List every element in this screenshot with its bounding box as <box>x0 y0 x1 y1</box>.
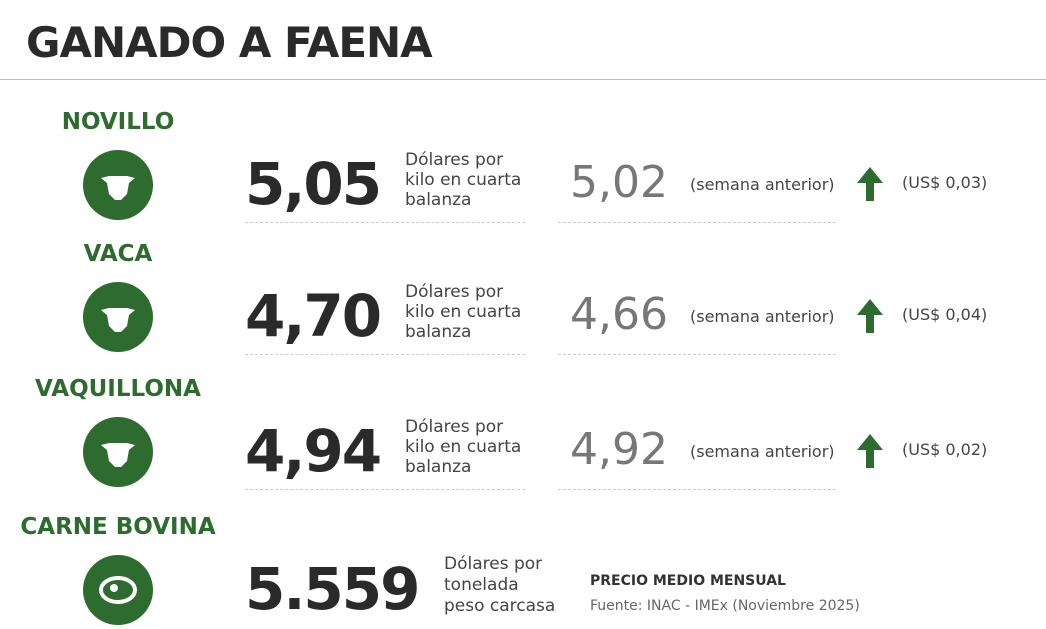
icon <box>83 282 153 352</box>
icon <box>83 150 153 220</box>
change: (US$ 0,02) <box>902 440 988 459</box>
icon <box>83 417 153 487</box>
category-label: CARNE BOVINA <box>20 514 216 540</box>
separator <box>558 354 836 355</box>
unit-text: Dólares por <box>405 417 504 437</box>
unit-text: kilo en cuarta <box>405 302 522 322</box>
previous-note: (semana anterior) <box>690 442 835 461</box>
unit-text: tonelada <box>444 575 519 595</box>
category-label: NOVILLO <box>61 109 175 135</box>
previous-note: (semana anterior) <box>690 175 835 194</box>
category-label: VACA <box>83 241 153 267</box>
separator <box>558 222 836 223</box>
previous-note: (semana anterior) <box>690 307 835 326</box>
separator <box>245 489 525 490</box>
unit-text: Dólares por <box>444 554 543 574</box>
previous-price: 4,66 <box>570 289 668 340</box>
previous-price: 5,02 <box>570 157 668 208</box>
unit-text: kilo en cuarta <box>405 170 522 190</box>
unit-text: balanza <box>405 457 472 477</box>
unit-text: Dólares por <box>405 150 504 170</box>
source: Fuente: INAC - IMEx (Noviembre 2025) <box>590 598 860 614</box>
separator <box>558 489 836 490</box>
price: 4,94 <box>245 417 382 485</box>
price: 4,70 <box>245 282 382 350</box>
category-label: VAQUILLONA <box>35 376 201 402</box>
unit-text: balanza <box>405 190 472 210</box>
note-title: PRECIO MEDIO MENSUAL <box>590 573 786 589</box>
icon <box>83 555 153 625</box>
unit-text: Dólares por <box>405 282 504 302</box>
unit-text: peso carcasa <box>444 596 556 616</box>
price: 5.559 <box>245 555 420 623</box>
up-arrow <box>857 434 883 471</box>
up-arrow <box>857 167 883 204</box>
title: GANADO A FAENA <box>26 18 433 67</box>
up-arrow <box>857 299 883 336</box>
unit-text: kilo en cuarta <box>405 437 522 457</box>
separator <box>245 354 525 355</box>
price: 5,05 <box>245 150 382 218</box>
separator <box>245 222 525 223</box>
change: (US$ 0,03) <box>902 173 988 192</box>
unit-text: balanza <box>405 322 472 342</box>
change: (US$ 0,04) <box>902 305 988 324</box>
divider <box>0 79 1046 80</box>
previous-price: 4,92 <box>570 424 668 475</box>
